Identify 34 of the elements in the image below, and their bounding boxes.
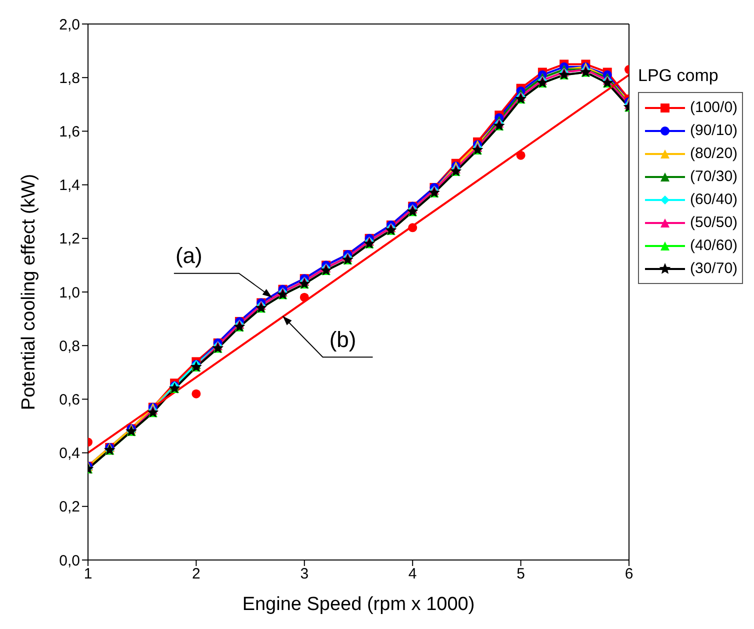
legend-label: (80/20)	[690, 145, 738, 162]
y-tick-label: 1,4	[59, 177, 80, 194]
y-tick-label: 1,2	[59, 230, 80, 248]
legend-label: (60/40)	[690, 191, 738, 208]
x-tick-label: 6	[624, 566, 634, 583]
point	[408, 223, 418, 232]
point	[192, 389, 201, 398]
x-tick-label: 1	[84, 566, 92, 583]
legend-label: (50/50)	[690, 214, 738, 231]
y-tick-label: 0,0	[59, 552, 80, 570]
y-tick-label: 0,4	[59, 445, 80, 462]
y-tick-label: 1,8	[59, 70, 80, 87]
legend-label: (90/10)	[690, 122, 738, 139]
legend-label: (30/70)	[690, 260, 738, 277]
legend-label: (70/30)	[690, 168, 738, 185]
legend-label: (40/60)	[690, 237, 738, 254]
x-axis-title: Engine Speed (rpm x 1000)	[242, 594, 475, 615]
point	[516, 150, 526, 160]
x-tick-label: 5	[516, 566, 525, 583]
x-tick-label: 4	[408, 566, 417, 583]
y-tick-label: 1,0	[59, 284, 80, 302]
x-tick-label: 3	[300, 566, 309, 583]
annotation: (a)	[175, 243, 202, 268]
annotation: (b)	[329, 326, 356, 352]
y-tick-label: 0,8	[59, 338, 80, 355]
legend-label: (100/0)	[690, 99, 738, 116]
legend-title: LPG comp	[638, 66, 720, 86]
y-tick-label: 2,0	[59, 16, 80, 34]
y-tick-label: 1,6	[59, 124, 80, 141]
y-tick-label: 0,2	[59, 498, 80, 516]
y-axis-title: Potential cooling effect (kW)	[18, 174, 40, 410]
y-tick-label: 0,6	[59, 392, 80, 409]
x-tick-label: 2	[192, 566, 200, 583]
point	[300, 292, 309, 302]
